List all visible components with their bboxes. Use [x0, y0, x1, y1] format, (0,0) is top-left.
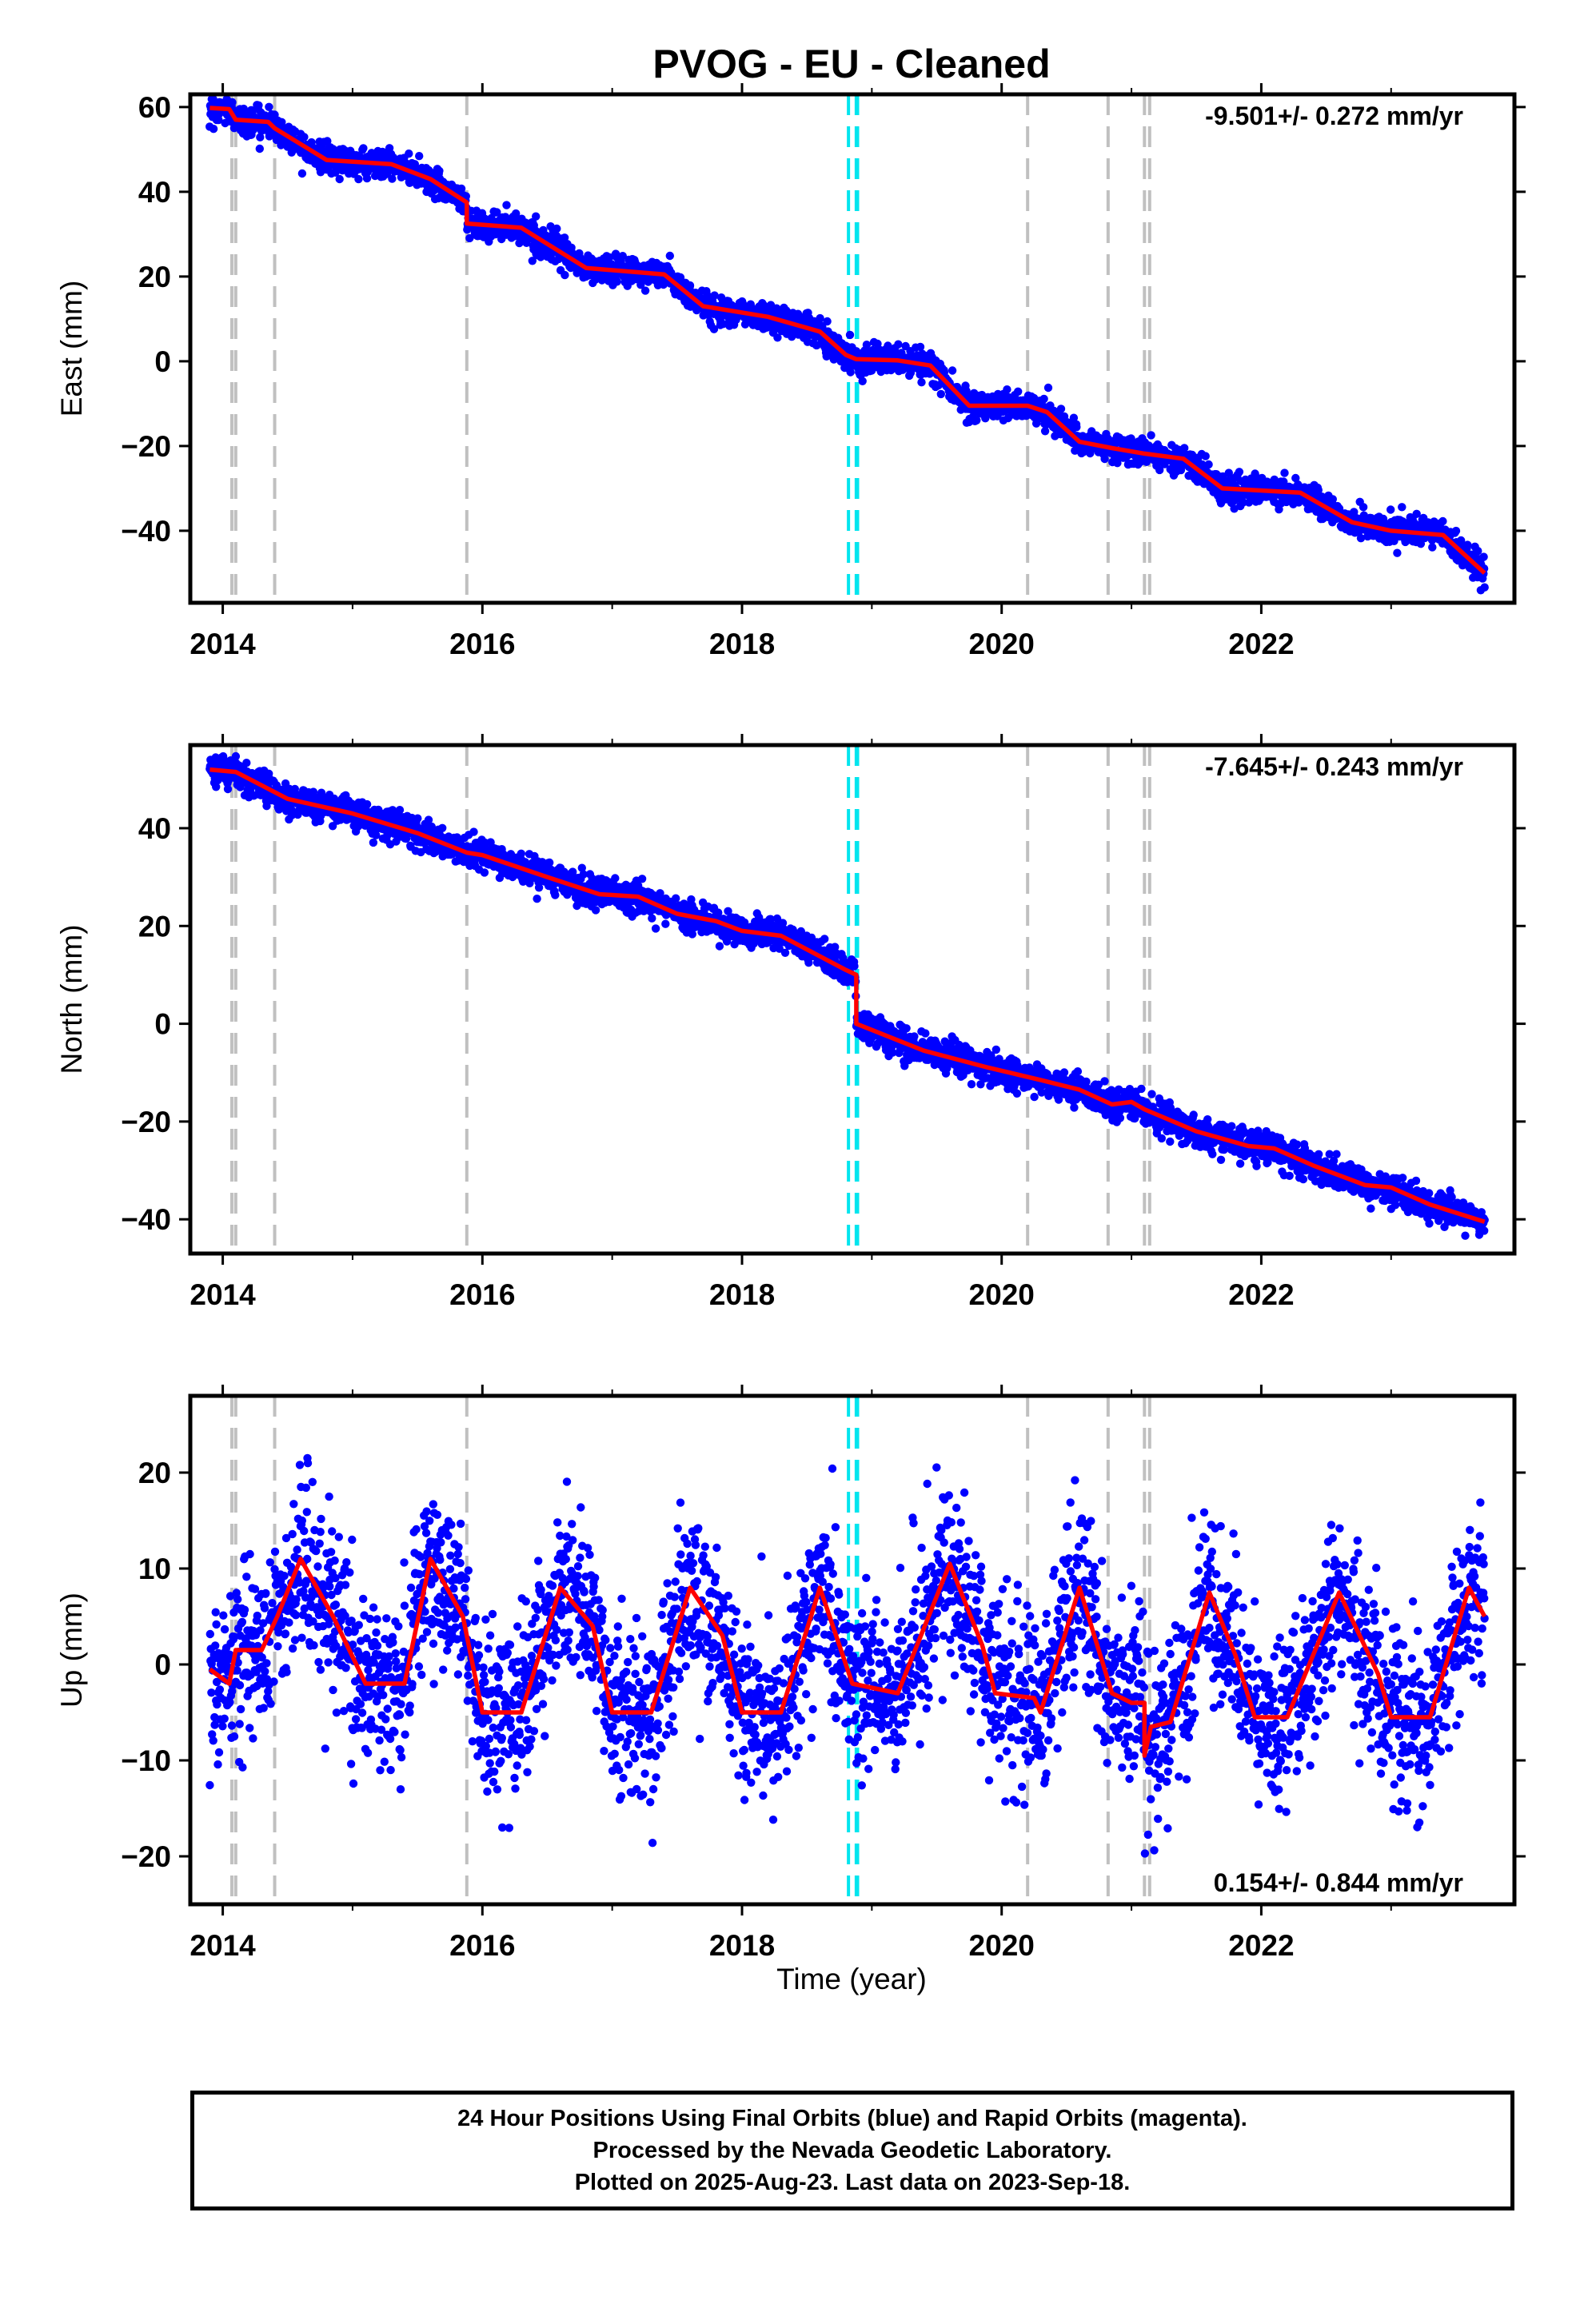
data-point [1398, 503, 1406, 511]
data-point [1479, 552, 1487, 560]
data-point [1280, 468, 1288, 476]
data-point [1003, 385, 1011, 393]
data-point [613, 277, 621, 285]
y-tick-label: 40 [138, 176, 171, 209]
data-point [937, 390, 945, 398]
data-point [816, 314, 824, 322]
x-axis-label: Time (year) [776, 1963, 927, 1995]
x-tick-label: 2014 [190, 628, 256, 660]
plot-area [205, 87, 1489, 603]
data-point [359, 144, 367, 152]
data-point [1014, 388, 1022, 396]
panel-east: 2014 2016 2018 2020 2022 60 40 20 0 −20 −40 East (m… [55, 83, 1526, 660]
y-tick-label: −40 [121, 515, 171, 548]
x-tick-label: 2018 [709, 628, 775, 660]
data-point [533, 895, 541, 903]
data-point [265, 103, 273, 111]
data-point [823, 317, 831, 325]
data-point [846, 331, 854, 339]
data-point [502, 201, 510, 209]
data-point [1428, 543, 1436, 551]
data-point [354, 175, 362, 183]
x-tick-label: 2020 [969, 628, 1035, 660]
data-point [611, 874, 619, 882]
data-point [413, 815, 421, 823]
data-point [1474, 547, 1482, 555]
data-point [672, 895, 680, 903]
data-point [916, 343, 924, 351]
data-point [592, 906, 600, 914]
data-point [242, 759, 250, 767]
data-point [1147, 431, 1155, 439]
data-point [369, 839, 377, 847]
data-point [648, 915, 656, 923]
data-point [228, 98, 236, 106]
data-point [1044, 384, 1052, 392]
data-point [298, 169, 306, 177]
data-point [661, 920, 669, 928]
data-point [1393, 549, 1401, 557]
data-point [435, 167, 443, 175]
y-axis-label: East (mm) [55, 281, 88, 417]
data-point [1452, 527, 1460, 535]
data-point [388, 174, 396, 182]
data-point [254, 102, 262, 110]
data-point [256, 145, 264, 153]
data-point [781, 949, 789, 957]
data-point [1057, 405, 1065, 413]
data-point [1039, 395, 1047, 403]
data-point [553, 225, 561, 233]
data-point [666, 252, 674, 260]
data-point [1202, 452, 1210, 460]
x-tick-label: 2016 [449, 628, 515, 660]
data-point [469, 827, 477, 835]
figure-title: PVOG - EU - Cleaned [652, 42, 1050, 86]
data-point [363, 800, 371, 808]
data-point [561, 271, 569, 279]
data-point [894, 341, 902, 349]
data-point [652, 924, 660, 932]
rate-label: -9.501+/- 0.272 mm/yr [1205, 102, 1463, 130]
data-point [1481, 584, 1489, 592]
data-point [415, 152, 423, 160]
y-tick-label: 0 [154, 345, 171, 378]
data-point [481, 868, 489, 876]
data-point [1438, 517, 1446, 525]
data-point [1386, 505, 1394, 513]
plot-area [205, 745, 1489, 1254]
data-point [948, 366, 956, 374]
data-point [209, 125, 217, 133]
y-tick-label: 60 [138, 91, 171, 124]
data-point [917, 378, 925, 386]
data-point [716, 942, 724, 950]
data-point [551, 891, 559, 899]
data-point [405, 149, 413, 157]
data-point [300, 133, 308, 141]
data-point [1463, 540, 1471, 548]
data-point [1204, 460, 1212, 468]
data-point [438, 824, 446, 832]
y-tick-label: −20 [121, 430, 171, 463]
data-point [820, 935, 828, 943]
data-point [224, 785, 232, 793]
data-point [859, 377, 867, 385]
data-point [1359, 503, 1367, 511]
data-point [532, 213, 540, 221]
x-tick-label: 2022 [1228, 628, 1294, 660]
y-tick-label: 20 [138, 261, 171, 293]
data-point [1235, 468, 1243, 476]
data-point [1072, 423, 1080, 431]
data-point [396, 806, 404, 814]
data-point [336, 175, 344, 183]
data-point [641, 286, 649, 294]
data-point [638, 875, 646, 883]
